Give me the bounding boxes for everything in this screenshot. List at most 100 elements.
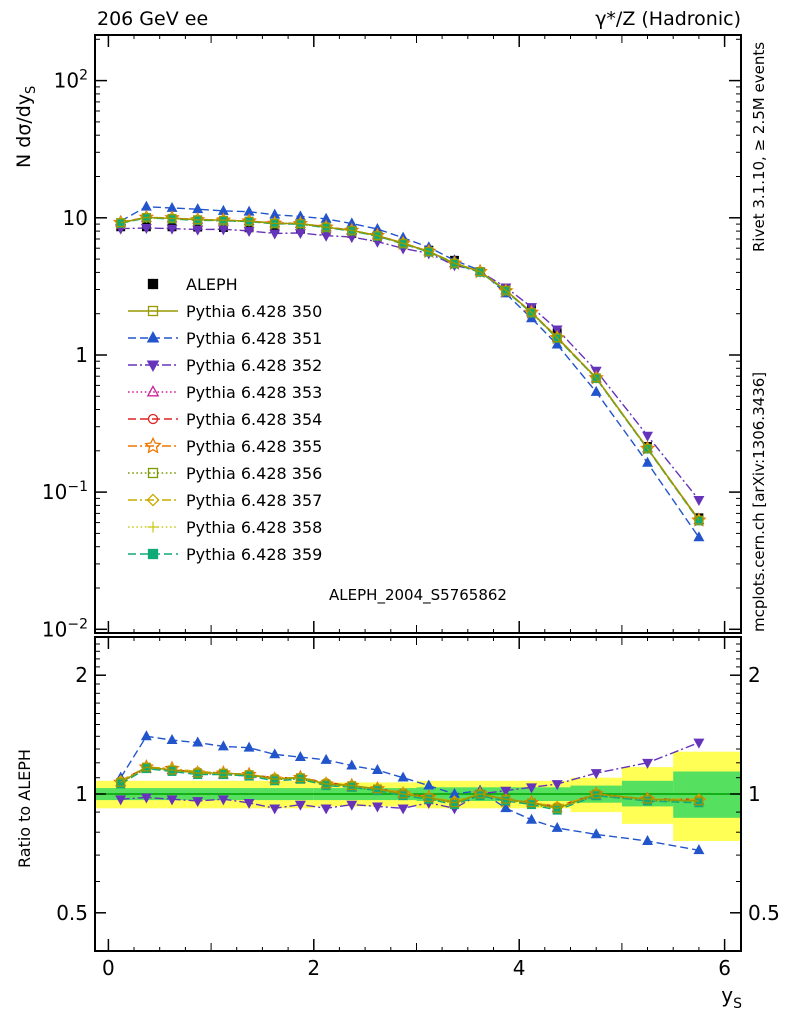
mcplots-arxiv-note: mcplots.cern.ch [arXiv:1306.3436] xyxy=(750,372,768,632)
series-point-pythia-6428352 xyxy=(140,224,152,235)
series-ratio-point-pythia-6428351 xyxy=(693,844,705,855)
y-tick-label-ratio-right: 1 xyxy=(748,782,761,806)
series-point-pythia-6428350 xyxy=(694,515,704,525)
series-point-pythia-6428350 xyxy=(141,212,151,222)
series-point-pythia-6428350 xyxy=(527,307,536,317)
series-point-pythia-6428352 xyxy=(269,229,281,240)
series-ratio-point-pythia-6428351 xyxy=(372,763,383,774)
series-ratio-point-pythia-6428352 xyxy=(372,802,383,813)
series-point-pythia-6428352 xyxy=(217,225,229,236)
series-point-pythia-6428352 xyxy=(243,226,255,237)
series-point-pythia-6428350 xyxy=(116,218,126,228)
x-tick-label: 2 xyxy=(307,956,320,980)
series-point-pythia-6428350 xyxy=(244,216,254,226)
series-ratio-point-pythia-6428351 xyxy=(192,736,204,747)
series-ratio-point-pythia-6428352 xyxy=(320,804,332,815)
legend-entry-label: Pythia 6.428 356 xyxy=(186,464,322,483)
series-ratio-point-pythia-6428350 xyxy=(398,789,408,799)
series-ratio-point-pythia-6428350 xyxy=(167,765,177,775)
x-tick-label: 0 xyxy=(102,956,115,980)
series-ratio-point-pythia-6428350 xyxy=(244,770,254,780)
series-point-pythia-6428351 xyxy=(642,456,653,467)
series-ratio-point-pythia-6428351 xyxy=(320,753,332,764)
series-line-pythia-6428351 xyxy=(120,205,700,538)
series-ratio-point-pythia-6428351 xyxy=(269,748,281,759)
series-ratio-point-pythia-6428350 xyxy=(501,794,511,804)
series-ratio-point-pythia-6428351 xyxy=(217,740,229,751)
series-point-pythia-6428350 xyxy=(552,333,562,343)
x-axis-title: yS xyxy=(721,983,742,1012)
series-point-pythia-6428352 xyxy=(642,431,653,442)
series-point-pythia-6428350 xyxy=(398,238,408,248)
series-ratio-point-pythia-6428352 xyxy=(551,780,563,791)
legend-marker xyxy=(147,548,159,560)
main-panel-series xyxy=(113,200,707,542)
series-ratio-point-pythia-6428350 xyxy=(347,781,357,791)
series-point-pythia-6428350 xyxy=(372,231,382,241)
series-point-pythia-6428350 xyxy=(475,267,485,277)
series-ratio-point-pythia-6428352 xyxy=(269,804,281,815)
series-line-pythia-6428350 xyxy=(120,216,700,521)
legend-entry-label: Pythia 6.428 351 xyxy=(186,329,322,348)
series-ratio-point-pythia-6428350 xyxy=(591,789,601,799)
series-point-pythia-6428352 xyxy=(166,224,178,235)
series-ratio-point-pythia-6428351 xyxy=(243,741,255,752)
series-ratio-point-pythia-6428350 xyxy=(424,793,434,802)
series-ratio-point-pythia-6428351 xyxy=(166,733,178,744)
series-ratio-point-pythia-6428352 xyxy=(526,783,537,794)
series-ratio-point-pythia-6428352 xyxy=(500,786,512,797)
series-ratio-point-pythia-6428351 xyxy=(642,834,653,845)
legend-entry-label: ALEPH xyxy=(186,275,238,294)
series-ratio-point-pythia-6428350 xyxy=(643,794,652,804)
legend-entry-label: Pythia 6.428 357 xyxy=(186,491,322,510)
series-point-pythia-6428350 xyxy=(193,215,203,225)
y-axis-title-main: N dσ/dyS xyxy=(13,86,39,168)
series-ratio-point-pythia-6428351 xyxy=(551,821,563,832)
y-tick-label-main: 10 xyxy=(63,206,88,230)
y-tick-label-main: 10−2 xyxy=(42,616,88,641)
series-ratio-point-pythia-6428350 xyxy=(372,784,382,794)
series-point-pythia-6428350 xyxy=(347,225,357,235)
legend-marker xyxy=(146,385,160,397)
series-point-pythia-6428350 xyxy=(424,246,434,256)
analysis-watermark: ALEPH_2004_S5765862 xyxy=(329,586,507,605)
series-ratio-point-pythia-6428351 xyxy=(140,730,152,741)
main-panel-frame xyxy=(94,34,742,634)
series-layer xyxy=(113,200,707,855)
legend-marker xyxy=(147,413,159,425)
series-point-pythia-6428350 xyxy=(591,373,601,383)
ratio-panel-series xyxy=(113,730,707,855)
y-tick-label-ratio-left: 0.5 xyxy=(56,901,88,925)
series-ratio-point-pythia-6428350 xyxy=(527,798,536,808)
series-ratio-point-pythia-6428350 xyxy=(552,803,562,813)
series-point-pythia-6428350 xyxy=(321,222,331,232)
header-right: γ*/Z (Hadronic) xyxy=(595,8,741,30)
series-ratio-point-pythia-6428352 xyxy=(294,800,306,811)
y-tick-label-ratio-left: 2 xyxy=(75,663,88,687)
series-ratio-point-pythia-6428350 xyxy=(218,768,228,778)
series-ratio-point-pythia-6428350 xyxy=(694,796,704,806)
series-point-pythia-6428352 xyxy=(693,496,705,507)
series-ratio-point-pythia-6428350 xyxy=(270,774,280,784)
series-ratio-point-pythia-6428350 xyxy=(193,768,203,778)
series-ratio-point-pythia-6428351 xyxy=(500,802,512,813)
series-line-pythia-6428359 xyxy=(120,767,699,811)
y-tick-label-ratio-right: 0.5 xyxy=(748,901,780,925)
legend-marker xyxy=(147,278,159,290)
legend: ALEPH Pythia 6.428 350 Pythia 6.428 351 Pyt… xyxy=(128,275,322,564)
series-ratio-point-pythia-6428352 xyxy=(166,795,178,806)
series-ratio-point-pythia-6428351 xyxy=(346,759,358,770)
series-point-pythia-6428350 xyxy=(270,218,280,228)
legend-entry-label: Pythia 6.428 355 xyxy=(186,437,322,456)
y-axis-title-ratio: Ratio to ALEPH xyxy=(15,749,34,868)
series-ratio-point-pythia-6428352 xyxy=(115,795,127,806)
series-ratio-point-pythia-6428352 xyxy=(192,797,204,808)
series-ratio-point-pythia-6428351 xyxy=(294,751,306,762)
legend-entry-label: Pythia 6.428 350 xyxy=(186,302,322,321)
legend-marker xyxy=(144,436,162,454)
series-ratio-point-pythia-6428352 xyxy=(243,798,255,809)
series-ratio-point-pythia-6428352 xyxy=(693,738,705,749)
series-point-pythia-6428351 xyxy=(590,385,602,396)
series-ratio-point-pythia-6428352 xyxy=(217,795,229,806)
